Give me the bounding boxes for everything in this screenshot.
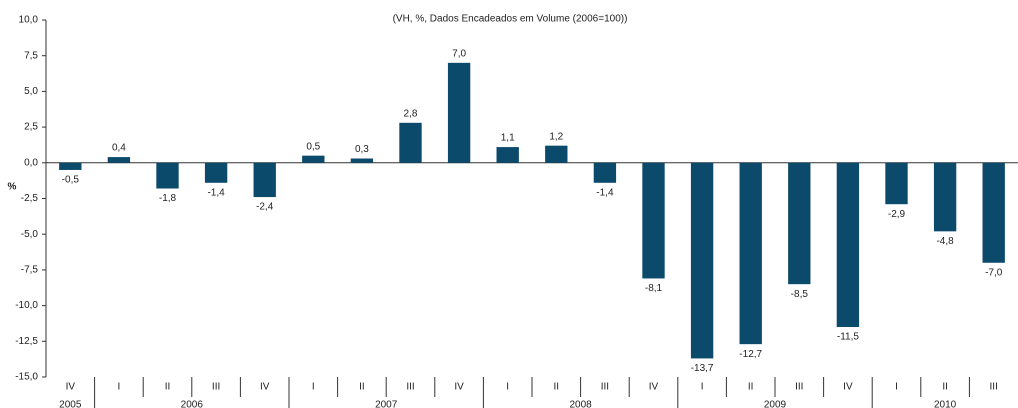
value-label: -0,5 (62, 175, 80, 186)
bar (690, 162, 714, 359)
x-tick-label: III (601, 382, 609, 393)
bar (739, 162, 762, 345)
y-tick-label: 5,0 (24, 86, 38, 97)
year-label: 2008 (569, 400, 592, 408)
bar (204, 162, 228, 183)
value-label: -8,5 (791, 289, 809, 300)
y-axis-label: % (8, 182, 17, 193)
value-label: -13,7 (691, 363, 714, 374)
value-label: -8,1 (645, 283, 663, 294)
value-label: -1,4 (596, 187, 614, 198)
bar (496, 147, 519, 163)
bar (59, 162, 82, 170)
value-label: 0,4 (112, 143, 126, 154)
year-label: 2009 (764, 400, 787, 408)
bar (399, 122, 422, 163)
y-tick-label: -2,5 (21, 193, 39, 204)
value-label: 1,1 (501, 133, 515, 144)
value-label: -2,4 (256, 202, 274, 213)
bar (302, 155, 325, 163)
x-tick-label: IV (66, 382, 76, 393)
x-tick-label: II (942, 382, 948, 393)
year-label: 2006 (181, 400, 204, 408)
x-tick-label: I (506, 382, 509, 393)
bar (885, 162, 908, 205)
value-label: 0,3 (355, 144, 369, 155)
x-tick-label: I (701, 382, 704, 393)
y-tick-label: -12,5 (15, 336, 38, 347)
x-tick-label: IV (454, 382, 464, 393)
value-label: 1,2 (549, 131, 563, 142)
bar (253, 162, 276, 198)
y-tick-label: -5,0 (21, 229, 39, 240)
y-tick-label: -10,0 (15, 300, 38, 311)
x-tick-label: IV (649, 382, 659, 393)
value-label: -11,5 (837, 332, 859, 343)
bar (642, 162, 665, 279)
y-tick-label: 2,5 (24, 122, 38, 133)
x-tick-label: I (895, 382, 898, 393)
bar (982, 162, 1005, 263)
x-tick-label: III (990, 382, 998, 393)
value-label: -12,7 (739, 349, 762, 360)
value-label: -2,9 (888, 209, 906, 220)
y-tick-label: 7,5 (24, 50, 38, 61)
year-label: 2007 (375, 400, 398, 408)
bar (933, 162, 957, 232)
y-tick-label: 0,0 (24, 157, 38, 168)
x-tick-label: II (748, 382, 754, 393)
bar (107, 157, 131, 163)
bar (545, 145, 568, 163)
bar (156, 162, 179, 189)
y-tick-label: -7,5 (21, 265, 39, 276)
value-label: 7,0 (452, 48, 466, 59)
year-label: 2005 (59, 400, 82, 408)
x-tick-label: III (406, 382, 414, 393)
y-tick-label: 10,0 (19, 15, 39, 26)
x-tick-label: II (165, 382, 171, 393)
value-label: -4,8 (936, 236, 954, 247)
bar (593, 162, 617, 183)
x-tick-label: IV (260, 382, 270, 393)
value-label: -1,8 (159, 193, 177, 204)
chart-subtitle: (VH, %, Dados Encadeados em Volume (2006… (393, 14, 628, 25)
x-tick-label: IV (843, 382, 853, 393)
x-tick-label: I (312, 382, 315, 393)
x-tick-label: II (554, 382, 560, 393)
x-tick-label: III (795, 382, 803, 393)
bar (788, 162, 811, 285)
year-label: 2010 (934, 400, 957, 408)
bar (350, 158, 374, 163)
value-label: 2,8 (404, 108, 418, 119)
bar (447, 62, 471, 163)
value-label: -7,0 (985, 267, 1003, 278)
x-tick-label: I (118, 382, 121, 393)
bar (836, 162, 860, 328)
value-label: 0,5 (306, 141, 320, 152)
y-tick-label: -15,0 (15, 372, 38, 383)
x-tick-label: III (212, 382, 220, 393)
x-tick-label: II (359, 382, 365, 393)
value-label: -1,4 (207, 187, 225, 198)
